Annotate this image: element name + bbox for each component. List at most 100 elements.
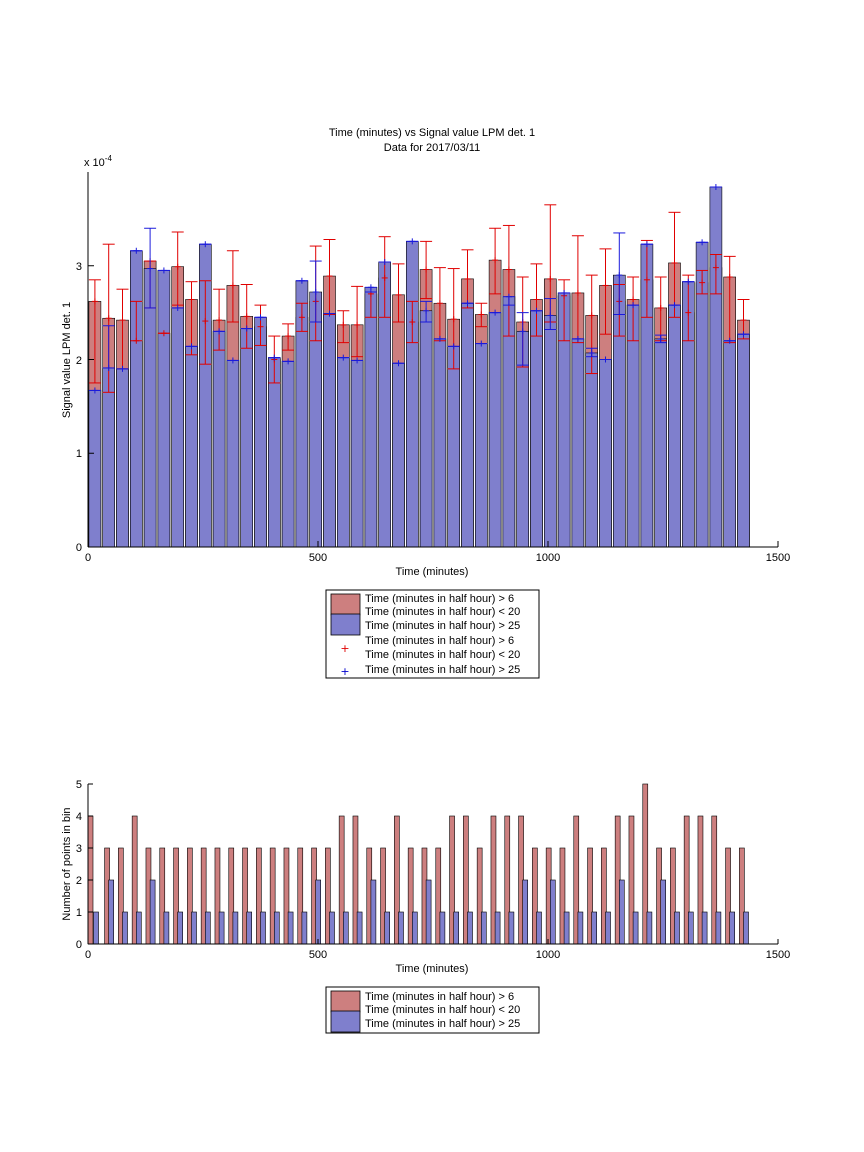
top-errorbar-series-2 xyxy=(723,337,736,344)
bottom-bar-series-2 xyxy=(729,911,736,945)
top-errorbar-series-2 xyxy=(88,387,101,394)
bottom-bar-series-2 xyxy=(287,911,294,945)
top-y-tick-label: 0 xyxy=(76,542,82,554)
top-errorbar-series-1 xyxy=(599,248,612,335)
top-bar-series-2 xyxy=(668,304,681,548)
bottom-x-tick-label: 1000 xyxy=(536,949,560,961)
top-errorbar-series-1 xyxy=(226,250,239,323)
top-errorbar-series-1 xyxy=(88,279,101,384)
top-y-exponent: x 10-4 xyxy=(84,154,112,169)
top-errorbar-series-1 xyxy=(185,281,198,356)
top-errorbar-series-2 xyxy=(696,239,709,246)
top-errorbar-series-2 xyxy=(185,343,198,350)
top-legend-label: Time (minutes in half hour) > 25 xyxy=(365,620,520,632)
top-errorbar-series-2 xyxy=(309,260,322,323)
top-legend-box xyxy=(325,589,540,679)
top-errorbar-series-2 xyxy=(282,358,295,365)
top-errorbar-series-1 xyxy=(130,300,143,344)
top-errorbar-series-2 xyxy=(516,312,529,366)
top-errorbars-series-2 xyxy=(88,184,750,394)
top-bar-series-2 xyxy=(350,360,364,548)
top-errorbar-series-2 xyxy=(213,328,226,335)
top-errorbar-series-1 xyxy=(709,254,722,295)
bottom-y-tick-label: 4 xyxy=(76,811,82,823)
top-errorbar-series-2 xyxy=(627,302,640,309)
bottom-x-axis-label: Time (minutes) xyxy=(396,963,469,975)
bottom-bar-series-2 xyxy=(536,911,542,945)
top-errorbar-series-2 xyxy=(199,241,212,248)
top-errorbar-series-1 xyxy=(433,267,446,342)
bottom-bar-series-2 xyxy=(260,911,266,945)
top-errorbar-series-2 xyxy=(571,335,584,342)
top-bar-series-2 xyxy=(530,310,543,548)
top-legend-label: Time (minutes in half hour) > 6 xyxy=(365,593,514,605)
top-chart-title: Time (minutes) vs Signal value LPM det. … xyxy=(329,127,535,139)
top-errorbar-series-1 xyxy=(447,268,460,370)
top-errorbar-series-2 xyxy=(144,227,157,309)
top-bar-series-2 xyxy=(116,368,129,548)
top-errorbar-series-2 xyxy=(392,360,405,367)
top-bar-series-2 xyxy=(171,307,184,548)
top-bar-series-2 xyxy=(240,328,253,548)
top-errorbar-series-1 xyxy=(627,276,640,342)
top-errorbar-series-2 xyxy=(130,247,143,254)
top-bar-series-2 xyxy=(447,346,461,548)
top-errorbar-series-2 xyxy=(240,325,253,332)
bottom-y-tick-label: 0 xyxy=(76,939,82,951)
top-y-ticks: 0 1 2 3 xyxy=(76,261,94,554)
top-y-axis-label: Signal value LPM det. 1 xyxy=(61,302,73,418)
bottom-bar-series-2 xyxy=(136,911,142,945)
bottom-bar-series-2 xyxy=(701,911,708,945)
bottom-x-tick-label: 500 xyxy=(309,949,327,961)
top-errorbar-series-1 xyxy=(502,224,515,337)
bottom-y-ticks: 0 1 2 3 4 5 xyxy=(76,779,93,951)
top-bar-series-2 xyxy=(571,338,585,548)
top-bar-series-2 xyxy=(212,331,226,548)
top-errorbar-series-1 xyxy=(240,284,253,349)
bottom-bar-series-2 xyxy=(122,911,128,945)
bottom-bar-series-2 xyxy=(191,911,197,945)
bottom-legend-box xyxy=(325,986,540,1034)
top-x-ticks: 0 500 1000 1500 xyxy=(85,541,790,564)
top-errorbar-series-1 xyxy=(351,285,364,358)
top-errorbar-series-2 xyxy=(323,310,336,317)
bottom-bar-series-2 xyxy=(398,911,404,945)
top-errorbar-series-2 xyxy=(502,293,515,306)
bottom-bar-series-2 xyxy=(329,911,335,945)
bottom-x-tick-label: 0 xyxy=(85,949,91,961)
top-y-exponent-power: -4 xyxy=(105,154,113,163)
top-errorbar-series-2 xyxy=(295,277,308,284)
top-bar-series-2 xyxy=(157,270,171,548)
bottom-bar-series-2 xyxy=(563,911,570,945)
top-errorbar-series-2 xyxy=(116,365,129,372)
top-errorbar-series-1 xyxy=(461,249,474,309)
bottom-bar-series-2 xyxy=(632,911,639,945)
top-errorbar-series-1 xyxy=(640,239,653,318)
bottom-bar-series-2 xyxy=(93,911,99,945)
top-bar-series-2 xyxy=(543,315,557,548)
top-legend-swatch-red xyxy=(330,593,361,616)
bottom-bar-series-2 xyxy=(342,911,349,945)
top-bar-series-2 xyxy=(392,362,405,548)
top-errorbar-series-1 xyxy=(682,274,695,342)
top-bar-series-2 xyxy=(226,360,240,548)
bottom-legend: Time (minutes in half hour) > 6 Time (mi… xyxy=(325,986,540,1034)
top-errorbar-series-2 xyxy=(640,241,653,248)
top-legend-swatch-blue xyxy=(330,613,361,636)
top-errorbar-series-2 xyxy=(737,331,750,338)
top-legend-label: Time (minutes in half hour) > 6 xyxy=(365,635,514,647)
top-bar-series-2 xyxy=(433,338,447,548)
top-errorbar-series-2 xyxy=(337,354,350,361)
top-bar-series-2 xyxy=(474,343,488,548)
bottom-y-tick-label: 5 xyxy=(76,779,82,791)
top-legend-label: Time (minutes in half hour) > 25 xyxy=(365,664,520,676)
top-errorbar-series-2 xyxy=(599,356,612,363)
bottom-bars-series-2 xyxy=(93,879,749,945)
bottom-bar-series-2 xyxy=(273,911,280,945)
top-errorbar-series-1 xyxy=(295,302,308,332)
top-errorbar-series-1 xyxy=(199,280,212,365)
bottom-bar-series-2 xyxy=(522,879,529,945)
top-x-tick-label: 0 xyxy=(85,552,91,564)
bottom-bar-series-2 xyxy=(384,911,391,945)
top-bar-series-2 xyxy=(130,250,143,548)
